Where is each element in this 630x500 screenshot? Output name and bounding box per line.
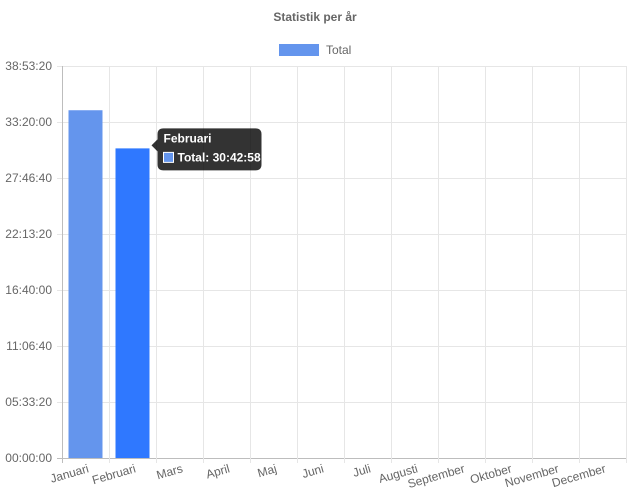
- y-tick-label: 22:13:20: [5, 227, 52, 241]
- tooltip-swatch: [163, 151, 174, 163]
- tooltip-title: Februari: [164, 131, 212, 145]
- tooltip-background: [151, 128, 262, 171]
- legend-swatch: [279, 44, 319, 56]
- tooltip-label: Total: 30:42:58: [178, 150, 261, 164]
- bar[interactable]: [68, 110, 103, 459]
- x-tick-label: Juni: [300, 461, 325, 481]
- y-tick-label: 38:53:20: [5, 59, 52, 73]
- x-tick-label: Maj: [256, 461, 278, 480]
- y-tick-label: 27:46:40: [5, 171, 52, 185]
- chart-title: Statistik per år: [273, 10, 357, 24]
- y-axis-ticks: 00:00:00 05:33:20 11:06:40 16:40:00 22:13:20…: [5, 59, 52, 465]
- x-tick-label: Juli: [351, 461, 372, 479]
- legend[interactable]: Total: [279, 43, 351, 57]
- y-tick-label: 11:06:40: [6, 339, 52, 353]
- x-tick-label: Mars: [155, 461, 184, 482]
- bar[interactable]: [115, 148, 150, 459]
- x-tick-label: April: [204, 461, 231, 481]
- x-tick-label: Januari: [49, 461, 91, 485]
- x-axis-ticks: Januari Februari Mars April Maj Juni Juli Augus…: [49, 461, 608, 491]
- x-tick-label: Februari: [91, 461, 138, 487]
- y-tick-label: 33:20:00: [5, 115, 52, 129]
- bars: [68, 110, 150, 459]
- legend-label: Total: [326, 43, 351, 57]
- x-tick-label: December: [550, 461, 607, 490]
- y-tick-label: 00:00:00: [5, 451, 52, 465]
- y-tick-label: 16:40:00: [5, 283, 52, 297]
- y-tick-label: 05:33:20: [5, 395, 52, 409]
- tooltip: Februari Total: 30:42:58: [151, 128, 262, 171]
